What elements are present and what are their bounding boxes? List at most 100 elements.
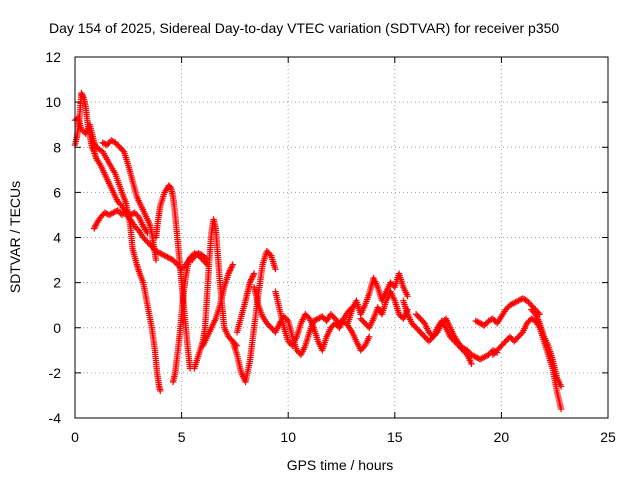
y-tick-label: 8 bbox=[53, 139, 61, 155]
data-point bbox=[476, 356, 484, 363]
data-point bbox=[99, 139, 106, 146]
data-point bbox=[474, 354, 481, 362]
data-point bbox=[78, 89, 85, 97]
data-point bbox=[366, 333, 373, 340]
data-point bbox=[98, 212, 106, 219]
data-point bbox=[157, 387, 164, 395]
data-point bbox=[512, 336, 519, 343]
data-point bbox=[489, 315, 497, 322]
data-point bbox=[557, 383, 565, 390]
data-point bbox=[119, 147, 126, 154]
data-point bbox=[499, 341, 507, 348]
data-point bbox=[228, 262, 236, 270]
data-point bbox=[132, 210, 140, 218]
data-point bbox=[420, 318, 427, 325]
data-point bbox=[481, 322, 488, 329]
data-point bbox=[263, 320, 271, 327]
data-point bbox=[431, 332, 438, 339]
data-point bbox=[105, 140, 112, 147]
data-point bbox=[79, 92, 87, 100]
data-point bbox=[108, 210, 116, 217]
data-point bbox=[269, 326, 276, 333]
data-point bbox=[404, 292, 411, 300]
series-trace-q bbox=[472, 295, 543, 329]
data-point bbox=[476, 320, 484, 327]
series-trace-a bbox=[71, 114, 164, 395]
data-point bbox=[90, 147, 97, 154]
data-point bbox=[131, 209, 138, 216]
data-point bbox=[530, 309, 538, 316]
data-point bbox=[510, 338, 518, 345]
data-point bbox=[158, 250, 165, 258]
data-point bbox=[425, 338, 433, 345]
data-point bbox=[265, 249, 272, 256]
data-point bbox=[491, 350, 498, 357]
y-tick-labels: -4 -2 0 2 4 6 8 10 12 bbox=[45, 49, 61, 426]
data-point bbox=[169, 256, 177, 264]
data-point bbox=[141, 235, 148, 243]
data-point bbox=[523, 297, 531, 304]
data-point bbox=[263, 247, 271, 255]
data-point bbox=[161, 252, 168, 259]
series-trace-d bbox=[99, 137, 160, 264]
y-tick-label: 4 bbox=[53, 230, 61, 246]
data-point bbox=[105, 211, 113, 219]
data-point bbox=[438, 320, 445, 327]
data-point bbox=[152, 256, 160, 264]
data-point bbox=[417, 329, 424, 336]
series-trace-i bbox=[229, 247, 279, 386]
series-trace-e bbox=[152, 182, 194, 372]
data-point bbox=[304, 314, 312, 321]
data-point bbox=[201, 253, 208, 261]
x-tick-label: 25 bbox=[600, 429, 616, 445]
data-point bbox=[114, 207, 121, 214]
data-point bbox=[465, 348, 472, 356]
data-point bbox=[246, 279, 254, 286]
series-trace-m bbox=[344, 270, 411, 327]
data-point bbox=[427, 330, 434, 337]
data-point bbox=[439, 318, 447, 325]
data-point bbox=[414, 312, 421, 319]
data-point bbox=[479, 354, 487, 362]
data-point bbox=[266, 250, 273, 258]
data-point bbox=[516, 296, 524, 304]
data-point bbox=[525, 318, 532, 325]
data-point bbox=[492, 348, 499, 356]
data-point bbox=[461, 345, 468, 353]
data-point bbox=[226, 268, 233, 276]
data-point bbox=[79, 127, 87, 134]
data-point bbox=[501, 339, 508, 346]
data-point bbox=[248, 274, 256, 282]
data-point bbox=[167, 255, 174, 262]
data-point bbox=[475, 319, 482, 326]
data-point bbox=[479, 321, 487, 328]
data-point bbox=[503, 304, 511, 312]
data-point bbox=[250, 270, 258, 277]
data-point bbox=[286, 339, 293, 346]
data-point bbox=[525, 298, 532, 306]
data-point bbox=[358, 345, 366, 353]
data-point bbox=[361, 320, 369, 327]
data-point bbox=[303, 312, 310, 319]
data-point bbox=[228, 336, 235, 343]
data-point bbox=[415, 327, 423, 334]
data-point bbox=[513, 298, 521, 305]
data-point bbox=[108, 137, 115, 144]
data-point bbox=[145, 240, 153, 247]
series-trace-b bbox=[71, 89, 211, 273]
data-point bbox=[101, 209, 109, 216]
plot-area bbox=[71, 89, 565, 413]
data-point bbox=[529, 316, 536, 323]
data-point bbox=[103, 210, 110, 217]
data-point bbox=[485, 317, 492, 325]
data-point bbox=[317, 314, 325, 321]
y-axis-label: SDTVAR / TECUs bbox=[7, 181, 23, 293]
data-point bbox=[112, 139, 119, 146]
data-point bbox=[248, 276, 255, 283]
data-point bbox=[420, 332, 427, 339]
data-point bbox=[89, 145, 96, 152]
data-point bbox=[418, 330, 426, 337]
data-point bbox=[412, 324, 420, 331]
data-point bbox=[131, 223, 138, 230]
